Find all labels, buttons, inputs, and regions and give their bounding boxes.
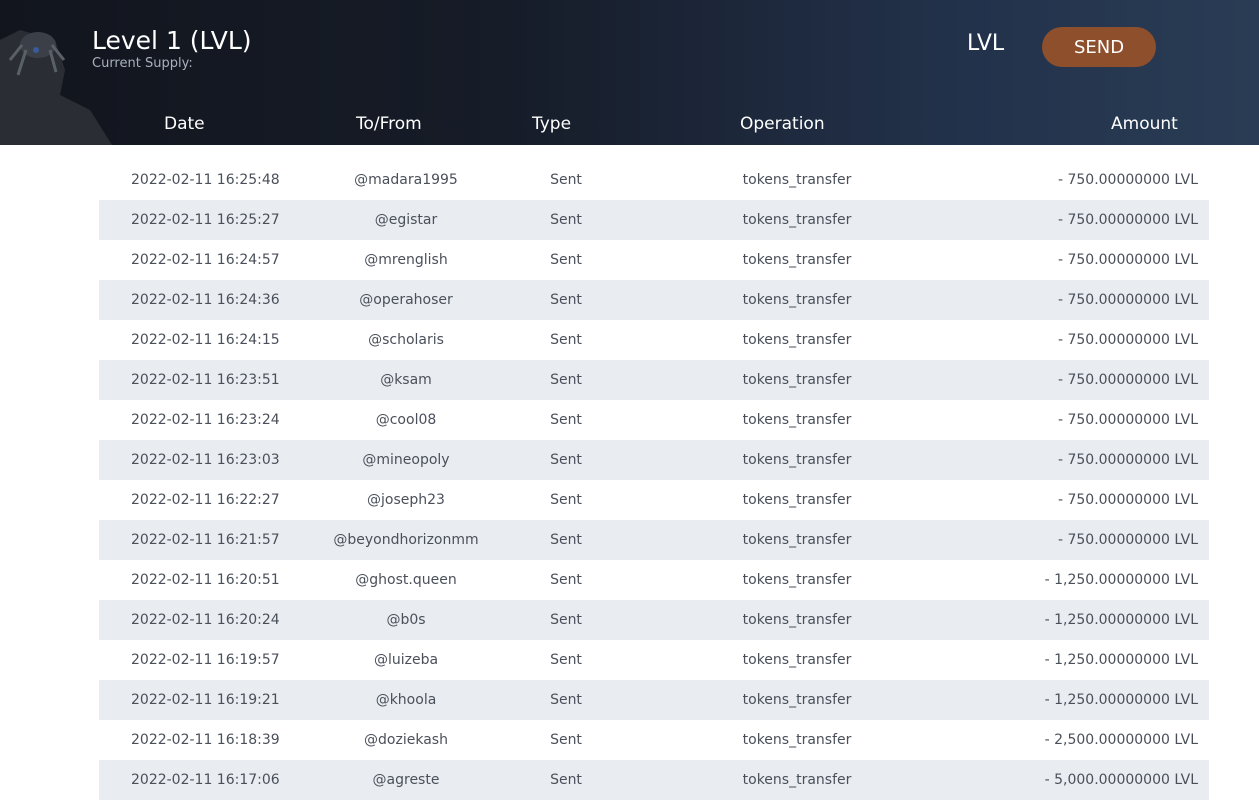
table-row[interactable]: 2022-02-11 16:23:51 @ksam Sent tokens_trans… <box>99 360 1209 400</box>
cell-date: 2022-02-11 16:23:51 <box>131 372 280 388</box>
table-row[interactable]: 2022-02-11 16:24:15 @scholaris Sent tokens_… <box>131 332 1198 348</box>
cell-amount: - 750.00000000 LVL <box>1057 172 1198 188</box>
cell-date: 2022-02-11 16:23:03 <box>131 452 280 468</box>
table-row[interactable]: 2022-02-11 16:19:21 @khoola Sent tokens_tra… <box>99 680 1209 720</box>
cell-date: 2022-02-11 16:20:24 <box>131 612 280 628</box>
cell-amount: - 750.00000000 LVL <box>1057 372 1198 388</box>
token-title: Level 1 (LVL) <box>92 26 252 55</box>
table-row[interactable]: 2022-02-11 16:17:06 @agreste Sent tokens_tr… <box>99 760 1209 800</box>
token-header: Level 1 (LVL) Current Supply: LVL SEND D… <box>0 0 1259 145</box>
cell-amount: - 750.00000000 LVL <box>1057 212 1198 228</box>
cell-date: 2022-02-11 16:21:57 <box>131 532 280 548</box>
column-header-amount[interactable]: Amount <box>1111 114 1178 134</box>
table-row[interactable]: 2022-02-11 16:23:03 @mineopoly Sent tokens_… <box>99 440 1209 480</box>
cell-date: 2022-02-11 16:25:48 <box>131 172 280 188</box>
cell-date: 2022-02-11 16:25:27 <box>131 212 280 228</box>
table-row[interactable]: 2022-02-11 16:21:57 @beyondhorizonmm Sent t… <box>99 520 1209 560</box>
table-row[interactable]: 2022-02-11 16:18:39 @doziekash Sent tokens_… <box>131 732 1198 748</box>
table-row[interactable]: 2022-02-11 16:23:24 @cool08 Sent tokens_tra… <box>131 412 1198 428</box>
table-row[interactable]: 2022-02-11 16:19:57 @luizeba Sent tokens_tr… <box>131 652 1198 668</box>
column-header-operation[interactable]: Operation <box>740 114 825 134</box>
table-row[interactable]: 2022-02-11 16:20:24 @b0s Sent tokens_transf… <box>99 600 1209 640</box>
table-row[interactable]: 2022-02-11 16:22:27 @joseph23 Sent tokens_t… <box>131 492 1198 508</box>
token-symbol: LVL <box>967 31 1005 56</box>
transactions-table: 2022-02-11 16:25:48 @madara1995 Sent tokens… <box>99 160 1209 800</box>
table-row[interactable]: 2022-02-11 16:24:57 @mrenglish Sent tokens_… <box>131 252 1198 268</box>
table-row[interactable]: 2022-02-11 16:20:51 @ghost.queen Sent token… <box>131 572 1198 588</box>
cell-amount: - 750.00000000 LVL <box>1057 452 1198 468</box>
cell-amount: - 1,250.00000000 LVL <box>1044 612 1198 628</box>
column-header-to-from[interactable]: To/From <box>356 114 422 134</box>
table-row[interactable]: 2022-02-11 16:25:27 @egistar Sent tokens_tr… <box>99 200 1209 240</box>
cell-amount: - 1,250.00000000 LVL <box>1044 652 1198 668</box>
cell-date: 2022-02-11 16:22:27 <box>131 492 280 508</box>
cell-amount: - 5,000.00000000 LVL <box>1044 772 1198 788</box>
column-header-type[interactable]: Type <box>532 114 572 134</box>
cell-date: 2022-02-11 16:23:24 <box>131 412 280 428</box>
cell-amount: - 2,500.00000000 LVL <box>1044 732 1198 748</box>
cell-date: 2022-02-11 16:19:21 <box>131 692 280 708</box>
cell-amount: - 750.00000000 LVL <box>1057 532 1198 548</box>
cell-amount: - 750.00000000 LVL <box>1057 412 1198 428</box>
current-supply-label: Current Supply: <box>92 56 193 71</box>
table-row[interactable]: 2022-02-11 16:25:48 @madara1995 Sent tokens… <box>131 172 1198 188</box>
cell-amount: - 750.00000000 LVL <box>1057 492 1198 508</box>
cell-amount: - 1,250.00000000 LVL <box>1044 572 1198 588</box>
cell-date: 2022-02-11 16:19:57 <box>131 652 280 668</box>
cell-date: 2022-02-11 16:17:06 <box>131 772 280 788</box>
token-avatar-icon <box>0 30 112 145</box>
cell-amount: - 1,250.00000000 LVL <box>1044 692 1198 708</box>
cell-date: 2022-02-11 16:18:39 <box>131 732 280 748</box>
column-header-date[interactable]: Date <box>164 114 205 134</box>
cell-amount: - 750.00000000 LVL <box>1057 292 1198 308</box>
cell-amount: - 750.00000000 LVL <box>1057 252 1198 268</box>
cell-date: 2022-02-11 16:24:36 <box>131 292 280 308</box>
send-button[interactable]: SEND <box>1042 27 1156 67</box>
table-row[interactable]: 2022-02-11 16:24:36 @operahoser Sent tokens… <box>99 280 1209 320</box>
cell-date: 2022-02-11 16:24:15 <box>131 332 280 348</box>
cell-date: 2022-02-11 16:20:51 <box>131 572 280 588</box>
cell-date: 2022-02-11 16:24:57 <box>131 252 280 268</box>
cell-amount: - 750.00000000 LVL <box>1057 332 1198 348</box>
